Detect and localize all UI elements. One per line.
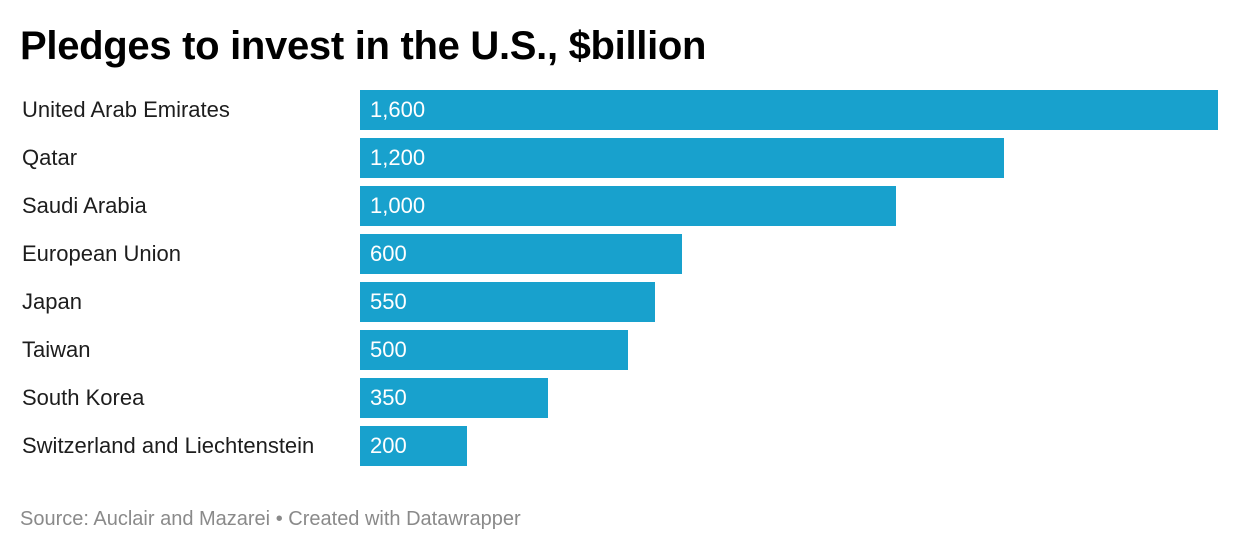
bar xyxy=(360,378,548,418)
bar-value-label: 1,600 xyxy=(370,97,426,122)
bar xyxy=(360,234,682,274)
bar-value-label: 500 xyxy=(370,337,407,362)
category-label: European Union xyxy=(22,241,182,266)
chart-footer: Source: Auclair and Mazarei • Created wi… xyxy=(20,506,521,532)
bar-value-label: 350 xyxy=(370,385,407,410)
credit-note: Created with Datawrapper xyxy=(288,508,521,530)
bar-value-label: 600 xyxy=(370,241,407,266)
bar-chart: United Arab Emirates 1,600 Qatar 1,200 Saudi… xyxy=(0,90,1240,470)
category-label: Taiwan xyxy=(22,337,91,362)
chart-title: Pledges to invest in the U.S., $billion xyxy=(20,24,707,68)
bar-value-label: 550 xyxy=(370,289,407,314)
category-label: Switzerland and Liechtenstein xyxy=(22,433,315,458)
bar-value-label: 200 xyxy=(370,433,407,458)
bar xyxy=(360,138,1004,178)
bar xyxy=(360,90,1218,130)
bar xyxy=(360,330,628,370)
footer-separator: • xyxy=(275,508,283,530)
bar-value-label: 1,200 xyxy=(370,145,426,170)
category-label: Saudi Arabia xyxy=(22,193,147,218)
category-label: Qatar xyxy=(22,145,78,170)
category-label: Japan xyxy=(22,289,82,314)
bar xyxy=(360,186,896,226)
bar-value-label: 1,000 xyxy=(370,193,426,218)
source-note: Source: Auclair and Mazarei xyxy=(20,508,271,530)
bar xyxy=(360,426,467,466)
category-label: South Korea xyxy=(22,385,145,410)
bar xyxy=(360,282,655,322)
category-label: United Arab Emirates xyxy=(22,97,230,122)
